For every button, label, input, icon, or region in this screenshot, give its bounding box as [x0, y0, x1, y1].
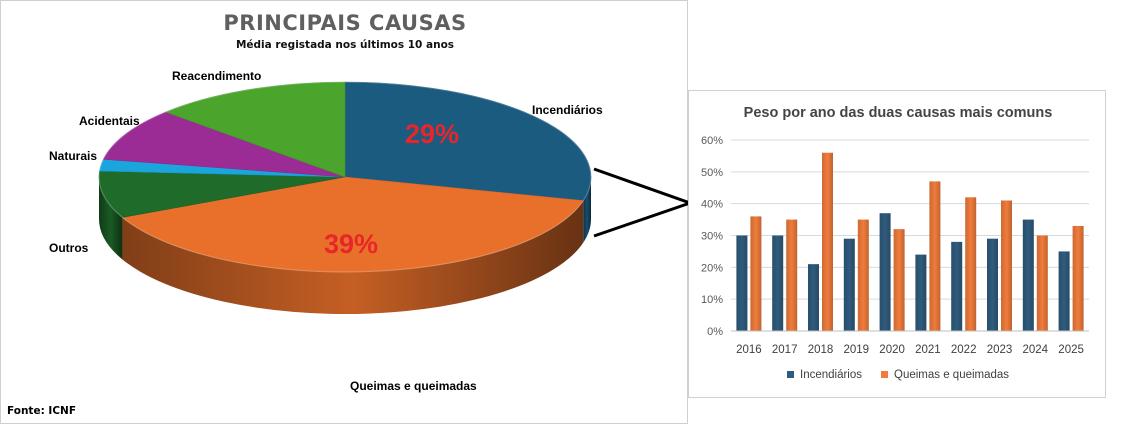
bar-queimas-2020 [893, 229, 905, 331]
slice-label-naturais: Naturais [49, 149, 98, 163]
bar-queimas-2021 [929, 181, 941, 331]
pie-slice-acidentais [102, 111, 346, 178]
bar-chart-svg: 0% 10% 20% 30% 40% 50% 60% 2016 2017 2018 2019 2020… [701, 135, 1089, 356]
x-tick-label: 2021 [915, 344, 941, 356]
bar-incendiarios-2018 [808, 264, 819, 331]
bar-incendiarios-2023 [987, 238, 998, 331]
pie-chart-subtitle: Média registada nos últimos 10 anos [235, 39, 455, 51]
y-tick-label: 10% [701, 294, 723, 306]
pie-side-queimas [122, 200, 584, 315]
slice-label-incendiarios: Incendiários [532, 103, 603, 117]
bar-queimas-2019 [857, 219, 869, 331]
bar-incendiarios-2016 [736, 235, 748, 331]
y-tick-label: 20% [701, 262, 723, 274]
legend-label-queimas: Queimas e queimadas [894, 369, 1010, 381]
legend-swatch-incendiarios [787, 371, 794, 379]
bar-incendiarios-2020 [879, 213, 891, 331]
source-note: Fonte: ICNF [7, 405, 77, 417]
bar-chart-panel: Peso por ano das duas causas mais comuns… [688, 90, 1106, 398]
x-tick-label: 2023 [987, 344, 1013, 356]
y-tick-label: 50% [701, 167, 723, 179]
pie-slice-incendiarios [344, 81, 592, 201]
x-tick-label: 2020 [879, 344, 905, 356]
pie-slice-reacendimento [164, 81, 346, 178]
bar-queimas-2022 [965, 197, 977, 331]
pie-chart-svg [98, 81, 592, 315]
bar-queimas-2024 [1036, 235, 1048, 331]
bar-incendiarios-2022 [951, 241, 963, 331]
y-tick-label: 40% [701, 199, 723, 211]
pie-side-incendiarios [583, 177, 591, 243]
pie-chart-panel: PRINCIPAIS CAUSAS Média registada nos úl… [0, 0, 688, 424]
slice-label-acidentais: Acidentais [79, 114, 140, 128]
x-tick-label: 2017 [772, 344, 798, 356]
x-tick-label: 2018 [808, 344, 834, 356]
slice-label-outros: Outros [49, 241, 89, 255]
legend-swatch-queimas [881, 371, 888, 379]
bar-queimas-2025 [1072, 225, 1084, 331]
bar-queimas-2017 [786, 219, 798, 331]
bar-queimas-2018 [822, 152, 833, 331]
bar-incendiarios-2024 [1022, 219, 1034, 331]
legend-label-incendiarios: Incendiários [800, 369, 863, 381]
bar-incendiarios-2021 [915, 254, 927, 331]
pie-slice-queimas [121, 176, 584, 273]
y-tick-label: 60% [701, 135, 723, 147]
slice-label-reacendimento: Reacendimento [172, 69, 262, 83]
slice-value-incendiarios: 29% [405, 119, 460, 149]
slice-label-queimas: Queimas e queimadas [350, 379, 477, 393]
x-tick-label: 2016 [736, 344, 762, 356]
bar-incendiarios-2017 [772, 235, 784, 331]
bar-queimas-2023 [1001, 200, 1012, 331]
x-tick-label: 2019 [844, 344, 870, 356]
bar-queimas-2016 [750, 216, 762, 331]
pie-chart-title: PRINCIPAIS CAUSAS [223, 11, 467, 35]
y-tick-label: 30% [701, 231, 723, 243]
legend-item-queimas: Queimas e queimadas [881, 369, 1009, 381]
pie-rim-highlight [98, 81, 592, 273]
x-tick-label: 2025 [1058, 344, 1084, 356]
slice-value-queimas: 39% [324, 229, 379, 259]
legend-item-incendiarios: Incendiários [787, 369, 862, 381]
bar-incendiarios-2025 [1058, 251, 1070, 331]
x-tick-label: 2024 [1023, 344, 1049, 356]
bar-incendiarios-2019 [843, 238, 855, 331]
bar-chart-title: Peso por ano das duas causas mais comuns [743, 105, 1053, 121]
pie-slice-outros [98, 170, 346, 218]
y-tick-label: 0% [707, 326, 723, 338]
x-tick-label: 2022 [951, 344, 977, 356]
